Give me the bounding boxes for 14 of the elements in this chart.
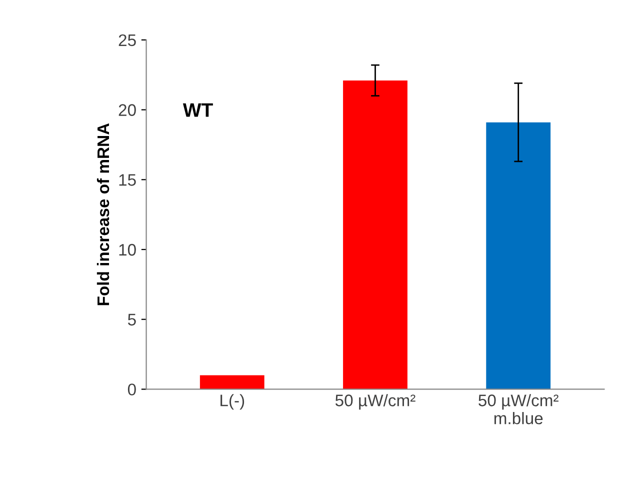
y-axis-title: Fold increase of mRNA: [96, 123, 110, 306]
y-tick-label: 25: [118, 34, 136, 46]
x-tick-label: 50 µW/cm²: [335, 394, 416, 410]
y-tick-label: 0: [128, 384, 136, 396]
bar: [200, 375, 264, 390]
x-tick-label: 50 µW/cm² m.blue: [478, 394, 558, 424]
bar: [486, 122, 551, 390]
annotation: WT: [182, 103, 213, 117]
y-tick-label: 15: [119, 174, 136, 186]
y-tick-label: 20: [118, 104, 136, 116]
y-tick-label: 5: [128, 314, 136, 326]
bar: [343, 80, 408, 390]
x-tick-label: L(-): [220, 394, 244, 410]
y-tick-label: 10: [119, 244, 136, 256]
